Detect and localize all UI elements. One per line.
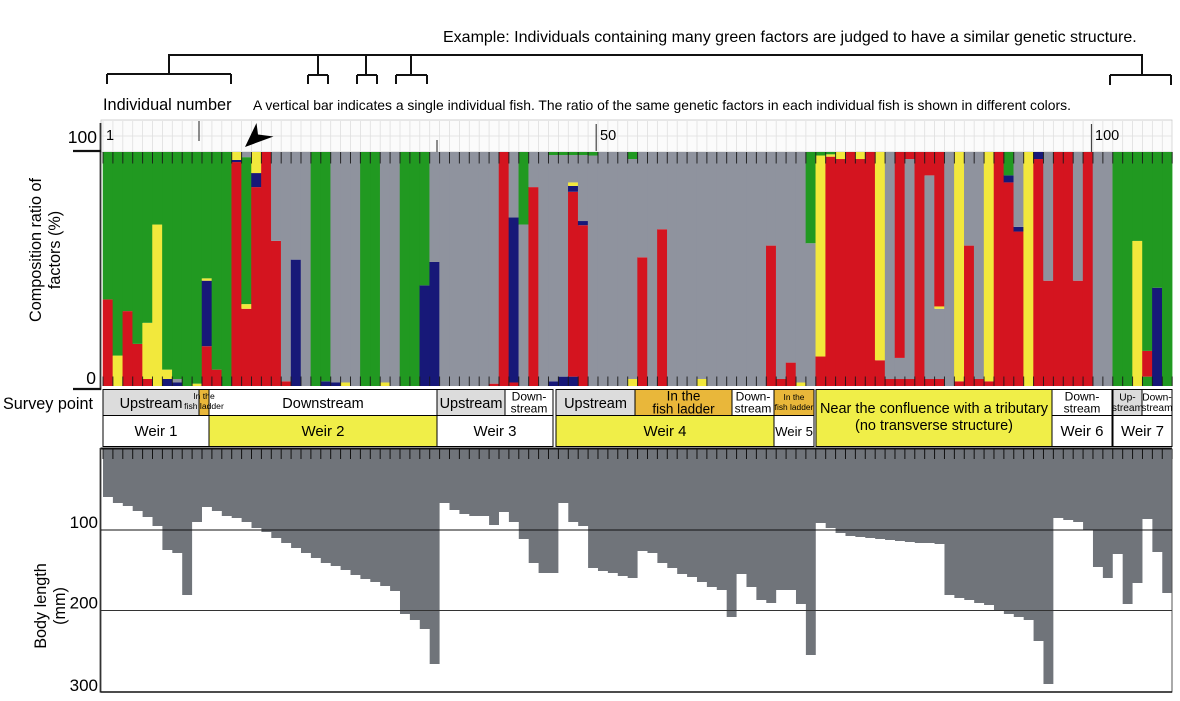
svg-text:Weir 5: Weir 5 bbox=[775, 424, 813, 439]
svg-text:50: 50 bbox=[600, 128, 616, 144]
svg-text:stream: stream bbox=[511, 402, 548, 416]
svg-text:Composition ratio of: Composition ratio of bbox=[27, 178, 45, 322]
svg-text:stream: stream bbox=[1064, 402, 1101, 416]
svg-text:In the: In the bbox=[667, 389, 701, 404]
svg-text:Upstream: Upstream bbox=[440, 396, 503, 412]
svg-text:Weir 2: Weir 2 bbox=[301, 423, 344, 440]
svg-text:100: 100 bbox=[1095, 128, 1119, 144]
svg-text:Survey point: Survey point bbox=[3, 395, 93, 413]
svg-text:Body length: Body length bbox=[32, 563, 50, 649]
svg-text:300: 300 bbox=[70, 676, 98, 695]
svg-text:100: 100 bbox=[68, 127, 97, 147]
svg-text:In the: In the bbox=[193, 391, 215, 401]
svg-text:Individual number: Individual number bbox=[103, 96, 232, 114]
svg-text:Weir 4: Weir 4 bbox=[643, 423, 686, 440]
svg-text:A vertical bar indicates a sin: A vertical bar indicates a single indivi… bbox=[253, 97, 1071, 113]
svg-text:200: 200 bbox=[70, 594, 98, 613]
svg-text:fish ladder: fish ladder bbox=[652, 402, 715, 417]
svg-text:stream: stream bbox=[735, 402, 772, 416]
svg-text:In the: In the bbox=[784, 392, 805, 402]
svg-text:1: 1 bbox=[106, 128, 114, 144]
svg-text:Upstream: Upstream bbox=[564, 396, 627, 412]
svg-text:Down-: Down- bbox=[736, 390, 771, 404]
svg-text:Upstream: Upstream bbox=[120, 396, 183, 412]
svg-text:100: 100 bbox=[70, 513, 98, 532]
svg-text:(no transverse structure): (no transverse structure) bbox=[855, 418, 1013, 434]
svg-text:Example: Individuals containin: Example: Individuals containing many gre… bbox=[443, 29, 1137, 46]
svg-text:Weir 3: Weir 3 bbox=[473, 423, 516, 440]
svg-text:stream: stream bbox=[1112, 403, 1143, 414]
svg-text:Downstream: Downstream bbox=[282, 396, 363, 412]
svg-text:(mm): (mm) bbox=[51, 587, 69, 625]
svg-text:fish ladder: fish ladder bbox=[184, 401, 224, 411]
svg-text:Down-: Down- bbox=[1142, 393, 1171, 404]
svg-text:Weir 6: Weir 6 bbox=[1060, 423, 1103, 440]
svg-text:factors (%): factors (%) bbox=[46, 211, 64, 289]
svg-text:Weir 7: Weir 7 bbox=[1121, 423, 1164, 440]
svg-text:Down-: Down- bbox=[512, 390, 547, 404]
svg-text:stream: stream bbox=[1141, 403, 1172, 414]
svg-text:Weir 1: Weir 1 bbox=[134, 423, 177, 440]
svg-text:fish ladder: fish ladder bbox=[775, 402, 814, 412]
svg-text:Up-: Up- bbox=[1119, 393, 1135, 404]
svg-text:Near the confluence with a tri: Near the confluence with a tributary bbox=[820, 401, 1049, 417]
svg-text:0: 0 bbox=[86, 368, 96, 388]
svg-text:Down-: Down- bbox=[1065, 390, 1100, 404]
